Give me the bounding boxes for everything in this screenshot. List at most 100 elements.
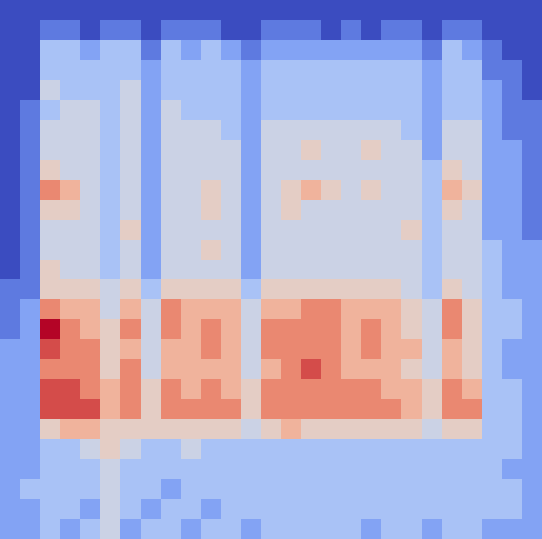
cell bbox=[0, 140, 21, 161]
cell bbox=[401, 260, 422, 281]
cell bbox=[281, 459, 302, 480]
cell bbox=[100, 80, 121, 101]
cell bbox=[381, 40, 402, 61]
cell bbox=[462, 20, 483, 41]
cell bbox=[381, 20, 402, 41]
cell bbox=[361, 140, 382, 161]
cell bbox=[321, 240, 342, 261]
cell bbox=[40, 419, 61, 440]
cell bbox=[442, 220, 463, 241]
cell bbox=[381, 399, 402, 420]
cell bbox=[422, 379, 443, 400]
cell bbox=[201, 519, 222, 539]
cell bbox=[60, 120, 81, 141]
cell bbox=[20, 479, 41, 500]
cell bbox=[321, 0, 342, 21]
cell bbox=[442, 140, 463, 161]
cell bbox=[281, 359, 302, 380]
cell bbox=[80, 100, 101, 121]
cell bbox=[20, 499, 41, 520]
cell bbox=[281, 60, 302, 81]
cell bbox=[181, 160, 202, 181]
cell bbox=[341, 359, 362, 380]
cell bbox=[361, 499, 382, 520]
cell bbox=[241, 479, 262, 500]
cell bbox=[281, 0, 302, 21]
cell bbox=[361, 40, 382, 61]
cell bbox=[401, 80, 422, 101]
cell bbox=[281, 519, 302, 539]
cell bbox=[80, 479, 101, 500]
cell bbox=[221, 299, 242, 320]
cell bbox=[502, 0, 523, 21]
cell bbox=[20, 160, 41, 181]
cell bbox=[221, 399, 242, 420]
cell bbox=[181, 180, 202, 201]
cell bbox=[301, 200, 322, 221]
cell bbox=[100, 0, 121, 21]
cell bbox=[482, 40, 503, 61]
cell bbox=[321, 80, 342, 101]
cell bbox=[60, 279, 81, 300]
cell bbox=[60, 20, 81, 41]
cell bbox=[201, 140, 222, 161]
cell bbox=[281, 100, 302, 121]
cell bbox=[161, 479, 182, 500]
cell bbox=[221, 160, 242, 181]
cell bbox=[40, 439, 61, 460]
cell bbox=[341, 519, 362, 539]
cell bbox=[80, 180, 101, 201]
cell bbox=[381, 499, 402, 520]
cell bbox=[301, 519, 322, 539]
cell bbox=[0, 519, 21, 539]
cell bbox=[261, 519, 282, 539]
cell bbox=[40, 120, 61, 141]
cell bbox=[341, 379, 362, 400]
cell bbox=[241, 60, 262, 81]
cell bbox=[20, 20, 41, 41]
cell bbox=[40, 240, 61, 261]
cell bbox=[321, 279, 342, 300]
cell bbox=[161, 220, 182, 241]
cell bbox=[0, 299, 21, 320]
cell bbox=[261, 359, 282, 380]
cell bbox=[401, 339, 422, 360]
cell bbox=[301, 260, 322, 281]
cell bbox=[161, 20, 182, 41]
cell bbox=[442, 20, 463, 41]
cell bbox=[20, 140, 41, 161]
cell bbox=[60, 260, 81, 281]
cell bbox=[141, 519, 162, 539]
cell bbox=[422, 479, 443, 500]
cell bbox=[522, 40, 542, 61]
cell bbox=[161, 379, 182, 400]
cell bbox=[141, 379, 162, 400]
cell bbox=[161, 459, 182, 480]
cell bbox=[40, 80, 61, 101]
cell bbox=[301, 160, 322, 181]
cell bbox=[241, 439, 262, 460]
cell bbox=[80, 0, 101, 21]
cell bbox=[241, 419, 262, 440]
cell bbox=[301, 359, 322, 380]
cell bbox=[301, 80, 322, 101]
cell bbox=[361, 100, 382, 121]
cell bbox=[20, 299, 41, 320]
cell bbox=[442, 240, 463, 261]
cell bbox=[40, 359, 61, 380]
cell bbox=[301, 319, 322, 340]
cell bbox=[60, 379, 81, 400]
cell bbox=[422, 0, 443, 21]
cell bbox=[141, 319, 162, 340]
cell bbox=[120, 80, 141, 101]
cell bbox=[381, 359, 402, 380]
cell bbox=[401, 299, 422, 320]
cell bbox=[442, 519, 463, 539]
cell bbox=[422, 80, 443, 101]
cell bbox=[0, 240, 21, 261]
cell bbox=[161, 359, 182, 380]
cell bbox=[422, 499, 443, 520]
cell bbox=[221, 260, 242, 281]
cell bbox=[80, 20, 101, 41]
cell bbox=[80, 120, 101, 141]
